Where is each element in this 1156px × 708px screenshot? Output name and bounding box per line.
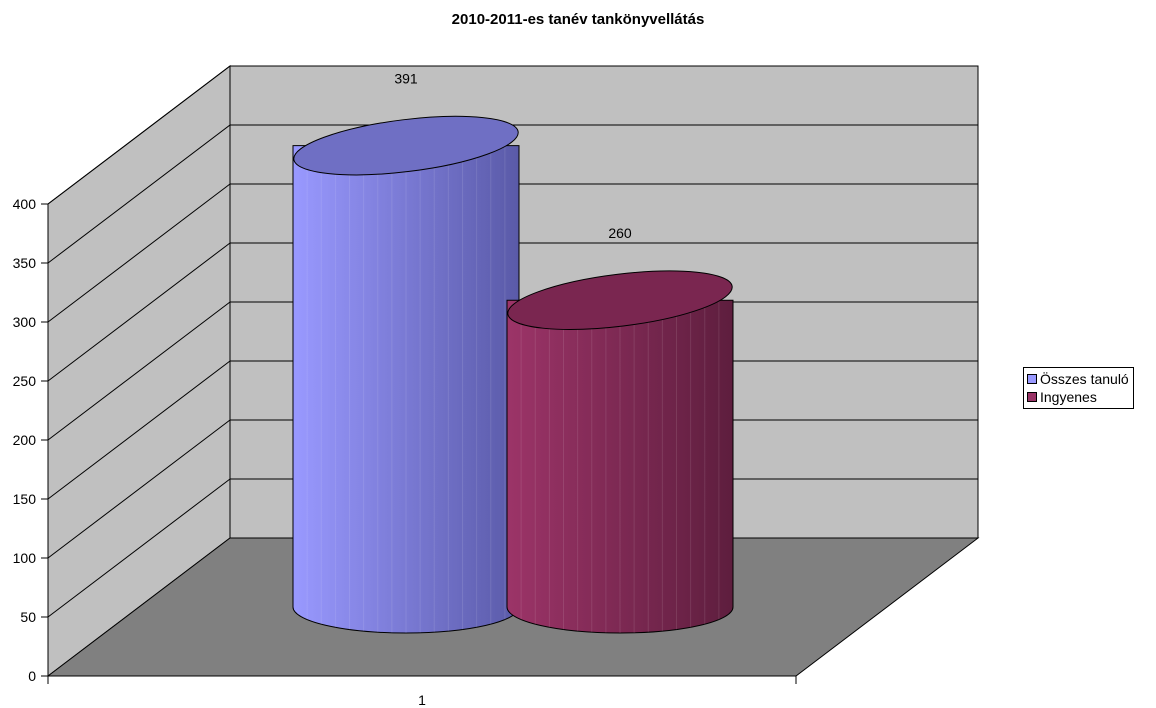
- legend-item-osszes-tanulo: Összes tanuló: [1027, 370, 1129, 388]
- legend-item-ingyenes: Ingyenes: [1027, 388, 1129, 406]
- legend-label: Ingyenes: [1040, 389, 1097, 405]
- y-tick-label: 300: [13, 314, 37, 330]
- side-gridline: [47, 65, 231, 205]
- side-gridline: [47, 301, 231, 441]
- cylinder-body: [292, 145, 520, 634]
- legend-swatch: [1027, 392, 1037, 402]
- legend: Összes tanuló Ingyenes: [1023, 367, 1134, 409]
- cylinder-body: [506, 299, 734, 634]
- side-gridline: [47, 183, 231, 323]
- cylinder-top: [507, 270, 733, 330]
- bar-osszes-tanulo: [292, 115, 520, 634]
- data-labels: 391 260: [394, 71, 632, 242]
- legend-label: Összes tanuló: [1040, 371, 1129, 387]
- chart-title: 2010-2011-es tanév tankönyvellátás: [452, 11, 705, 28]
- side-gridline: [47, 242, 231, 382]
- y-tick-label: 0: [28, 668, 36, 684]
- data-label: 260: [608, 225, 632, 241]
- bar-ingyenes: [506, 270, 734, 634]
- y-tick-label: 100: [13, 550, 37, 566]
- y-tick-label: 150: [13, 491, 37, 507]
- side-gridline: [47, 360, 231, 500]
- y-axis-ticks: 0 50 100 150 200 250 300 350 400: [13, 196, 48, 684]
- side-gridline: [47, 124, 231, 264]
- bars: [292, 115, 734, 634]
- side-gridline: [47, 419, 231, 559]
- y-tick-label: 400: [13, 196, 37, 212]
- y-tick-label: 350: [13, 255, 37, 271]
- y-tick-label: 250: [13, 373, 37, 389]
- side-gridline: [47, 478, 231, 618]
- legend-swatch: [1027, 374, 1037, 384]
- x-tick-label: 1: [418, 692, 426, 708]
- y-tick-label: 200: [13, 432, 37, 448]
- data-label: 391: [394, 71, 418, 87]
- cylinder-top: [293, 115, 519, 176]
- y-tick-label: 50: [20, 609, 36, 625]
